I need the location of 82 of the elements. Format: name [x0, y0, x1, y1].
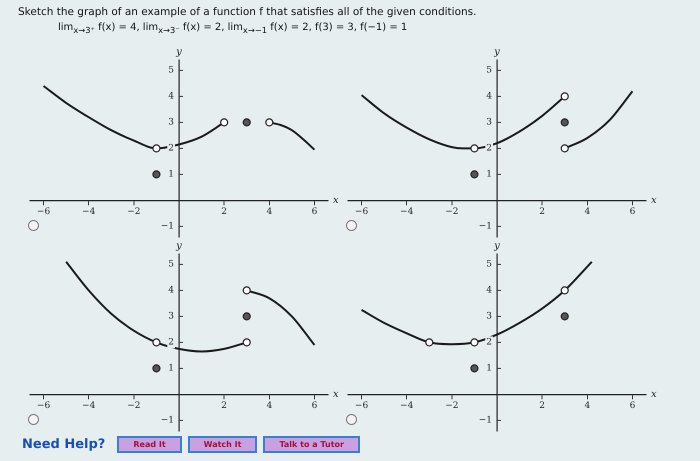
text: Read It	[117, 436, 182, 453]
x-axis-title: x	[333, 388, 339, 400]
point	[152, 170, 161, 178]
y-tick-label: 1	[486, 170, 492, 180]
y-tick-label: 1	[486, 364, 492, 374]
x-tick-label: −6	[36, 207, 50, 218]
x-tick-label: 2	[221, 207, 228, 218]
y-tick-label: 3	[168, 312, 174, 322]
y-axis-title: y	[493, 46, 500, 58]
y-tick-label: 3	[486, 312, 492, 322]
point	[242, 338, 251, 346]
y-tick-label: 1	[168, 170, 174, 180]
x-tick-label: 4	[266, 207, 272, 218]
x-axis-title: x	[651, 388, 657, 400]
point	[470, 144, 479, 152]
point	[152, 364, 161, 372]
point	[152, 144, 161, 152]
x-tick-label: −2	[127, 401, 140, 412]
text: Need Help?	[22, 437, 106, 452]
point	[220, 118, 228, 126]
x-tick-label: 4	[266, 401, 272, 412]
y-tick-label: 4	[486, 92, 492, 102]
x-tick-label: 2	[539, 401, 546, 412]
x-tick-label: −6	[36, 401, 50, 412]
y-tick-label: 2	[486, 144, 492, 154]
y-tick-label: 5	[486, 66, 492, 76]
x-tick-label: −4	[82, 207, 96, 218]
y-tick-label: 3	[168, 118, 174, 128]
text: Watch It	[188, 436, 258, 453]
point	[470, 170, 479, 178]
point	[560, 118, 569, 126]
y-tick-label: 4	[168, 286, 174, 296]
y-tick-label: −1	[160, 222, 174, 232]
point	[242, 312, 251, 320]
y-axis-title: y	[175, 46, 182, 58]
y-tick-label: 2	[168, 338, 174, 348]
x-tick-label: −4	[400, 207, 414, 218]
point	[470, 338, 479, 346]
x-tick-label: 2	[539, 207, 546, 218]
x-tick-label: 4	[584, 401, 590, 412]
y-tick-label: −1	[160, 416, 174, 426]
x-tick-label: 2	[221, 401, 228, 412]
y-tick-label: 1	[168, 364, 174, 374]
point	[560, 92, 569, 100]
point	[242, 118, 251, 126]
y-tick-label: −1	[478, 416, 492, 426]
point	[425, 338, 434, 346]
y-axis-title: y	[175, 240, 182, 252]
x-tick-label: −4	[82, 401, 96, 412]
x-tick-label: −6	[354, 207, 368, 218]
y-tick-label: −1	[478, 222, 492, 232]
y-tick-label: 5	[486, 260, 492, 270]
chart-title: Sketch the graph of an example of a function f that satisfies all of the given conditions.	[18, 6, 476, 18]
y-tick-label: 3	[486, 118, 492, 128]
x-tick-label: −2	[127, 207, 140, 218]
point	[242, 286, 251, 294]
x-tick-label: −2	[445, 401, 458, 412]
point	[470, 364, 479, 372]
x-tick-label: 6	[312, 401, 318, 412]
x-tick-label: 4	[584, 207, 590, 218]
point	[560, 312, 569, 320]
x-axis-title: x	[651, 194, 657, 206]
x-tick-label: −6	[354, 401, 368, 412]
x-tick-label: 6	[312, 207, 318, 218]
x-tick-label: 6	[630, 401, 636, 412]
x-tick-label: −2	[445, 207, 458, 218]
y-tick-label: 4	[486, 286, 492, 296]
point	[265, 118, 274, 126]
x-axis-title: x	[333, 194, 339, 206]
point	[152, 338, 161, 346]
y-tick-label: 5	[168, 260, 174, 270]
y-axis-title: y	[493, 240, 500, 252]
y-tick-label: 5	[168, 66, 174, 76]
y-tick-label: 4	[168, 92, 174, 102]
point	[560, 144, 569, 152]
x-tick-label: 6	[630, 207, 636, 218]
point	[560, 286, 569, 294]
y-tick-label: 2	[168, 144, 174, 154]
x-tick-label: −4	[400, 401, 414, 412]
chart-subtitle: lim$_{x→3⁺}$ f(x) = 4, lim$_{x→3⁻}$ f(x) = 2, lim$_{x→−1}$ f(x) = 2, f(3) = 3, f(−1) = 1	[58, 22, 408, 35]
text: Talk to a Tutor	[263, 436, 360, 453]
y-tick-label: 2	[486, 338, 492, 348]
